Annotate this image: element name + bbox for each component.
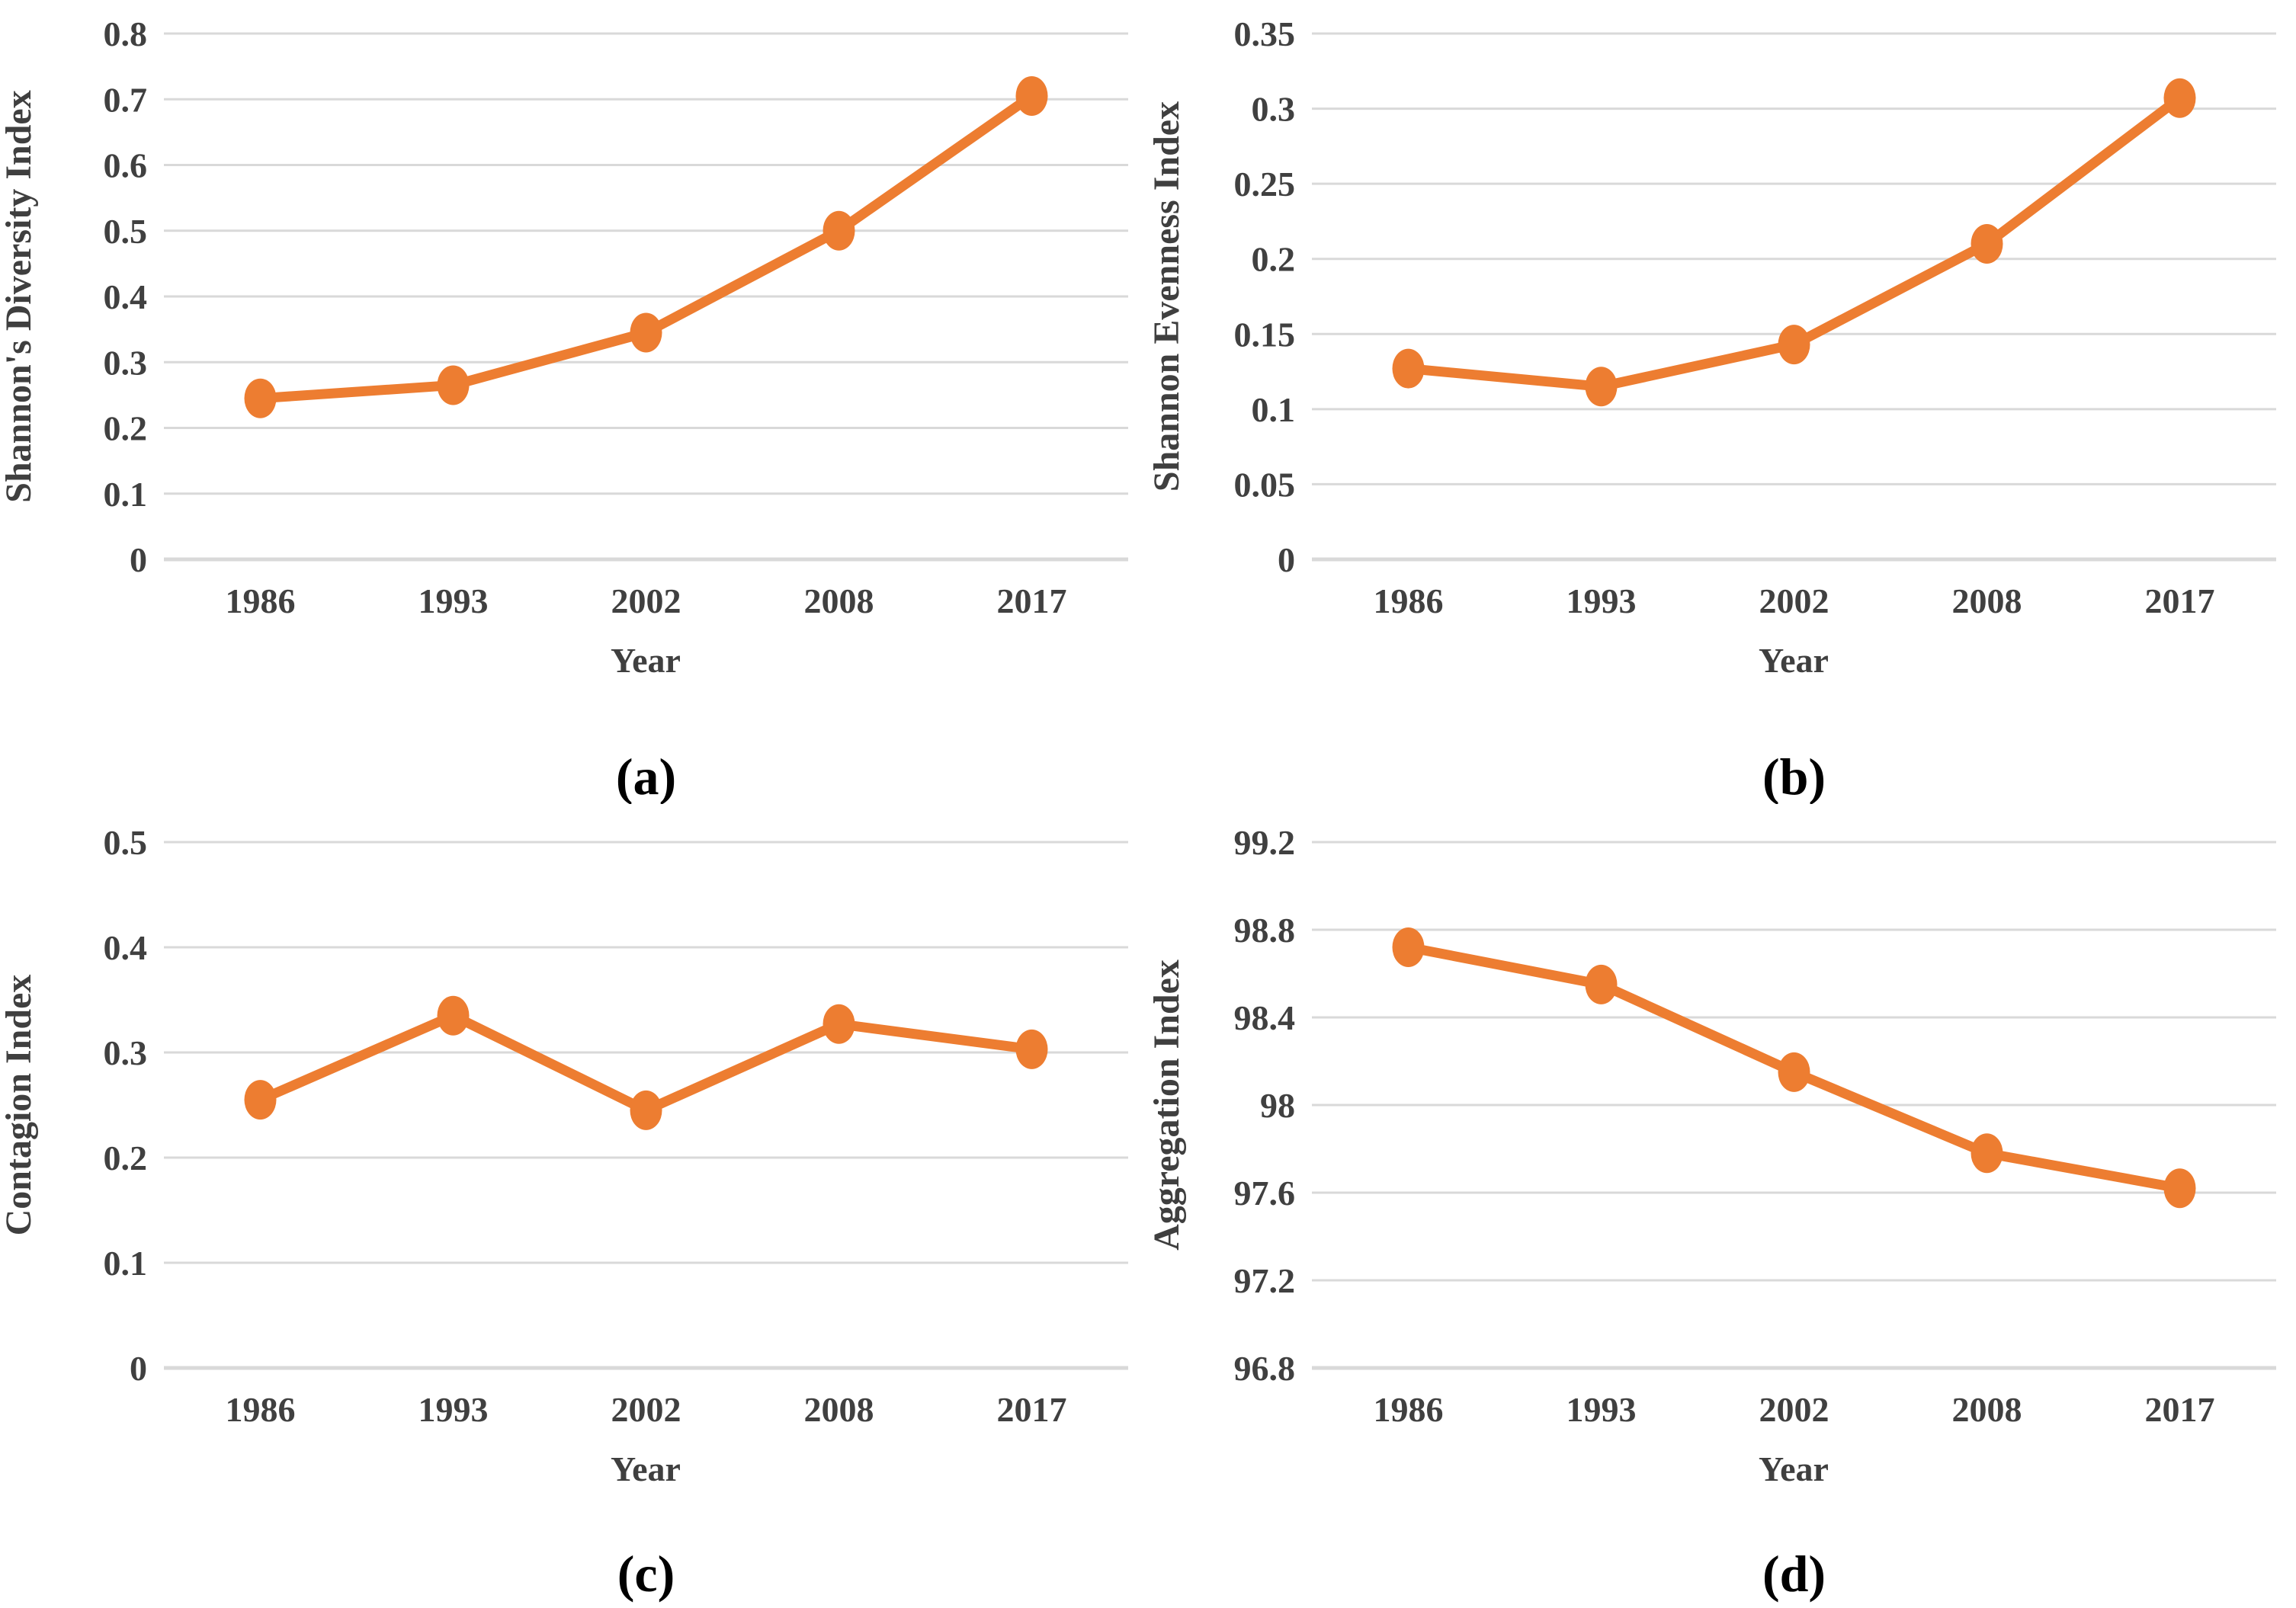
x-tick-label: 1993 [1566, 581, 1637, 620]
data-point [1392, 927, 1425, 967]
x-tick-label: 1993 [418, 1390, 489, 1429]
plot-aggregation-index: 96.8 97.2 97.6 98 98.4 98.8 99.2 1986 1993 2002 20… [1148, 823, 2276, 1488]
plot-shannons-diversity-index: 0 0.1 0.2 0.3 0.4 0.5 0.6 0.7 0.8 1986 1993 2002 200… [0, 14, 1128, 680]
data-point [823, 210, 855, 251]
y-tick-label: 0.5 [104, 823, 148, 862]
y-tick-label: 0.4 [104, 277, 148, 316]
data-point [2163, 78, 2196, 118]
y-tick-label: 0.6 [104, 146, 148, 185]
x-axis-title: Year [1759, 641, 1829, 680]
x-tick-label: 2008 [804, 581, 874, 620]
data-point [1585, 367, 1618, 407]
y-tick-label: 98 [1260, 1086, 1295, 1125]
panel-caption-c: (c) [617, 1545, 675, 1603]
x-tick-label: 2008 [804, 1390, 874, 1429]
x-tick-label: 2008 [1952, 581, 2022, 620]
y-tick-label: 0.4 [104, 928, 148, 967]
y-tick-label: 0 [130, 540, 147, 579]
x-tick-label: 2017 [2145, 1390, 2215, 1429]
x-tick-label: 2002 [1759, 581, 1829, 620]
x-tick-label: 1993 [418, 581, 489, 620]
y-tick-label: 0 [130, 1349, 147, 1388]
y-tick-label: 0.5 [104, 212, 148, 251]
y-tick-label: 98.8 [1234, 911, 1296, 950]
y-tick-label: 0.15 [1234, 315, 1296, 354]
data-point [823, 1004, 855, 1044]
y-tick-label: 98.4 [1234, 998, 1296, 1037]
y-tick-label: 0.8 [104, 14, 148, 53]
data-line [255, 91, 1037, 404]
panel-a: 0 0.1 0.2 0.3 0.4 0.5 0.6 0.7 0.8 1986 1993 2002 200… [0, 0, 1148, 804]
data-point [1015, 1029, 1048, 1069]
y-tick-label: 0.3 [104, 1033, 148, 1072]
y-tick-label: 0.7 [104, 80, 148, 119]
data-point [1778, 325, 1810, 365]
plot-render-target: 0 0.05 0.1 0.15 0.2 0.25 0.3 0.35 1986 1993 2002 20… [1234, 14, 2276, 620]
x-tick-label: 2002 [611, 581, 681, 620]
data-point [1392, 348, 1425, 389]
y-tick-label: 0.1 [1252, 390, 1296, 429]
panel-b: 0 0.05 0.1 0.15 0.2 0.25 0.3 0.35 1986 1993 2002 20… [1148, 0, 2296, 804]
x-axis-title: Year [611, 641, 681, 680]
y-tick-label: 0.3 [104, 343, 148, 382]
data-point [1778, 1052, 1810, 1092]
y-tick-label: 0 [1278, 540, 1295, 579]
data-point [1971, 1133, 2003, 1174]
data-point [244, 378, 277, 418]
data-point [630, 1090, 662, 1130]
data-point [1585, 964, 1618, 1004]
y-axis-title: Shannon's Diversity Index [0, 90, 39, 502]
plot-contagion-index: 0 0.1 0.2 0.3 0.4 0.5 1986 1993 2002 2008 2017 Con… [0, 823, 1128, 1488]
panel-c: 0 0.1 0.2 0.3 0.4 0.5 1986 1993 2002 2008 2017 Con… [0, 804, 1148, 1608]
x-tick-label: 1986 [1374, 1390, 1444, 1429]
data-point [244, 1080, 277, 1120]
y-tick-label: 0.2 [1252, 240, 1296, 279]
y-tick-label: 0.25 [1234, 165, 1296, 203]
x-tick-label: 1993 [1566, 1390, 1637, 1429]
y-tick-label: 0.3 [1252, 90, 1296, 129]
x-axis-title: Year [611, 1449, 681, 1488]
x-tick-label: 2002 [1759, 1390, 1829, 1429]
panel-caption-b: (b) [1762, 748, 1826, 804]
y-tick-label: 99.2 [1234, 823, 1296, 862]
data-point [1971, 224, 2003, 264]
y-axis-title: Contagion Index [0, 975, 39, 1236]
x-tick-label: 1986 [226, 1390, 296, 1429]
panel-d: 96.8 97.2 97.6 98 98.4 98.8 99.2 1986 1993 2002 20… [1148, 804, 2296, 1608]
x-tick-label: 1986 [226, 581, 296, 620]
y-tick-label: 0.1 [104, 475, 148, 514]
x-tick-label: 2017 [997, 581, 1067, 620]
x-tick-label: 2017 [2145, 581, 2215, 620]
x-tick-label: 2017 [997, 1390, 1067, 1429]
y-tick-label: 0.2 [104, 409, 148, 448]
y-tick-label: 97.2 [1234, 1261, 1296, 1300]
panel-caption-d: (d) [1762, 1545, 1826, 1603]
x-tick-label: 2008 [1952, 1390, 2022, 1429]
y-axis-title: Aggregation Index [1148, 959, 1187, 1251]
data-point [437, 365, 470, 405]
data-point [2163, 1168, 2196, 1209]
data-point [630, 312, 662, 353]
y-tick-label: 97.6 [1234, 1174, 1296, 1212]
y-tick-label: 0.05 [1234, 465, 1296, 504]
y-axis-title: Shannon Evenness Index [1148, 101, 1187, 492]
x-tick-label: 2002 [611, 1390, 681, 1429]
data-point [437, 995, 470, 1036]
y-tick-label: 0.35 [1234, 14, 1296, 53]
y-tick-label: 96.8 [1234, 1349, 1296, 1388]
panel-caption-a: (a) [615, 748, 677, 804]
plot-render-target: 0 0.1 0.2 0.3 0.4 0.5 1986 1993 2002 2008 2017 [104, 823, 1128, 1429]
y-tick-label: 0.1 [104, 1244, 148, 1283]
x-tick-label: 1986 [1374, 581, 1444, 620]
plot-render-target: 0 0.1 0.2 0.3 0.4 0.5 0.6 0.7 0.8 1986 1993 2002 200… [104, 14, 1128, 620]
data-point [1015, 75, 1048, 116]
plot-render-target: 96.8 97.2 97.6 98 98.4 98.8 99.2 1986 1993 2002 20… [1234, 823, 2276, 1429]
plot-shannon-evenness-index: 0 0.05 0.1 0.15 0.2 0.25 0.3 0.35 1986 1993 2002 20… [1148, 14, 2276, 680]
y-tick-label: 0.2 [104, 1139, 148, 1177]
x-axis-title: Year [1759, 1449, 1829, 1488]
